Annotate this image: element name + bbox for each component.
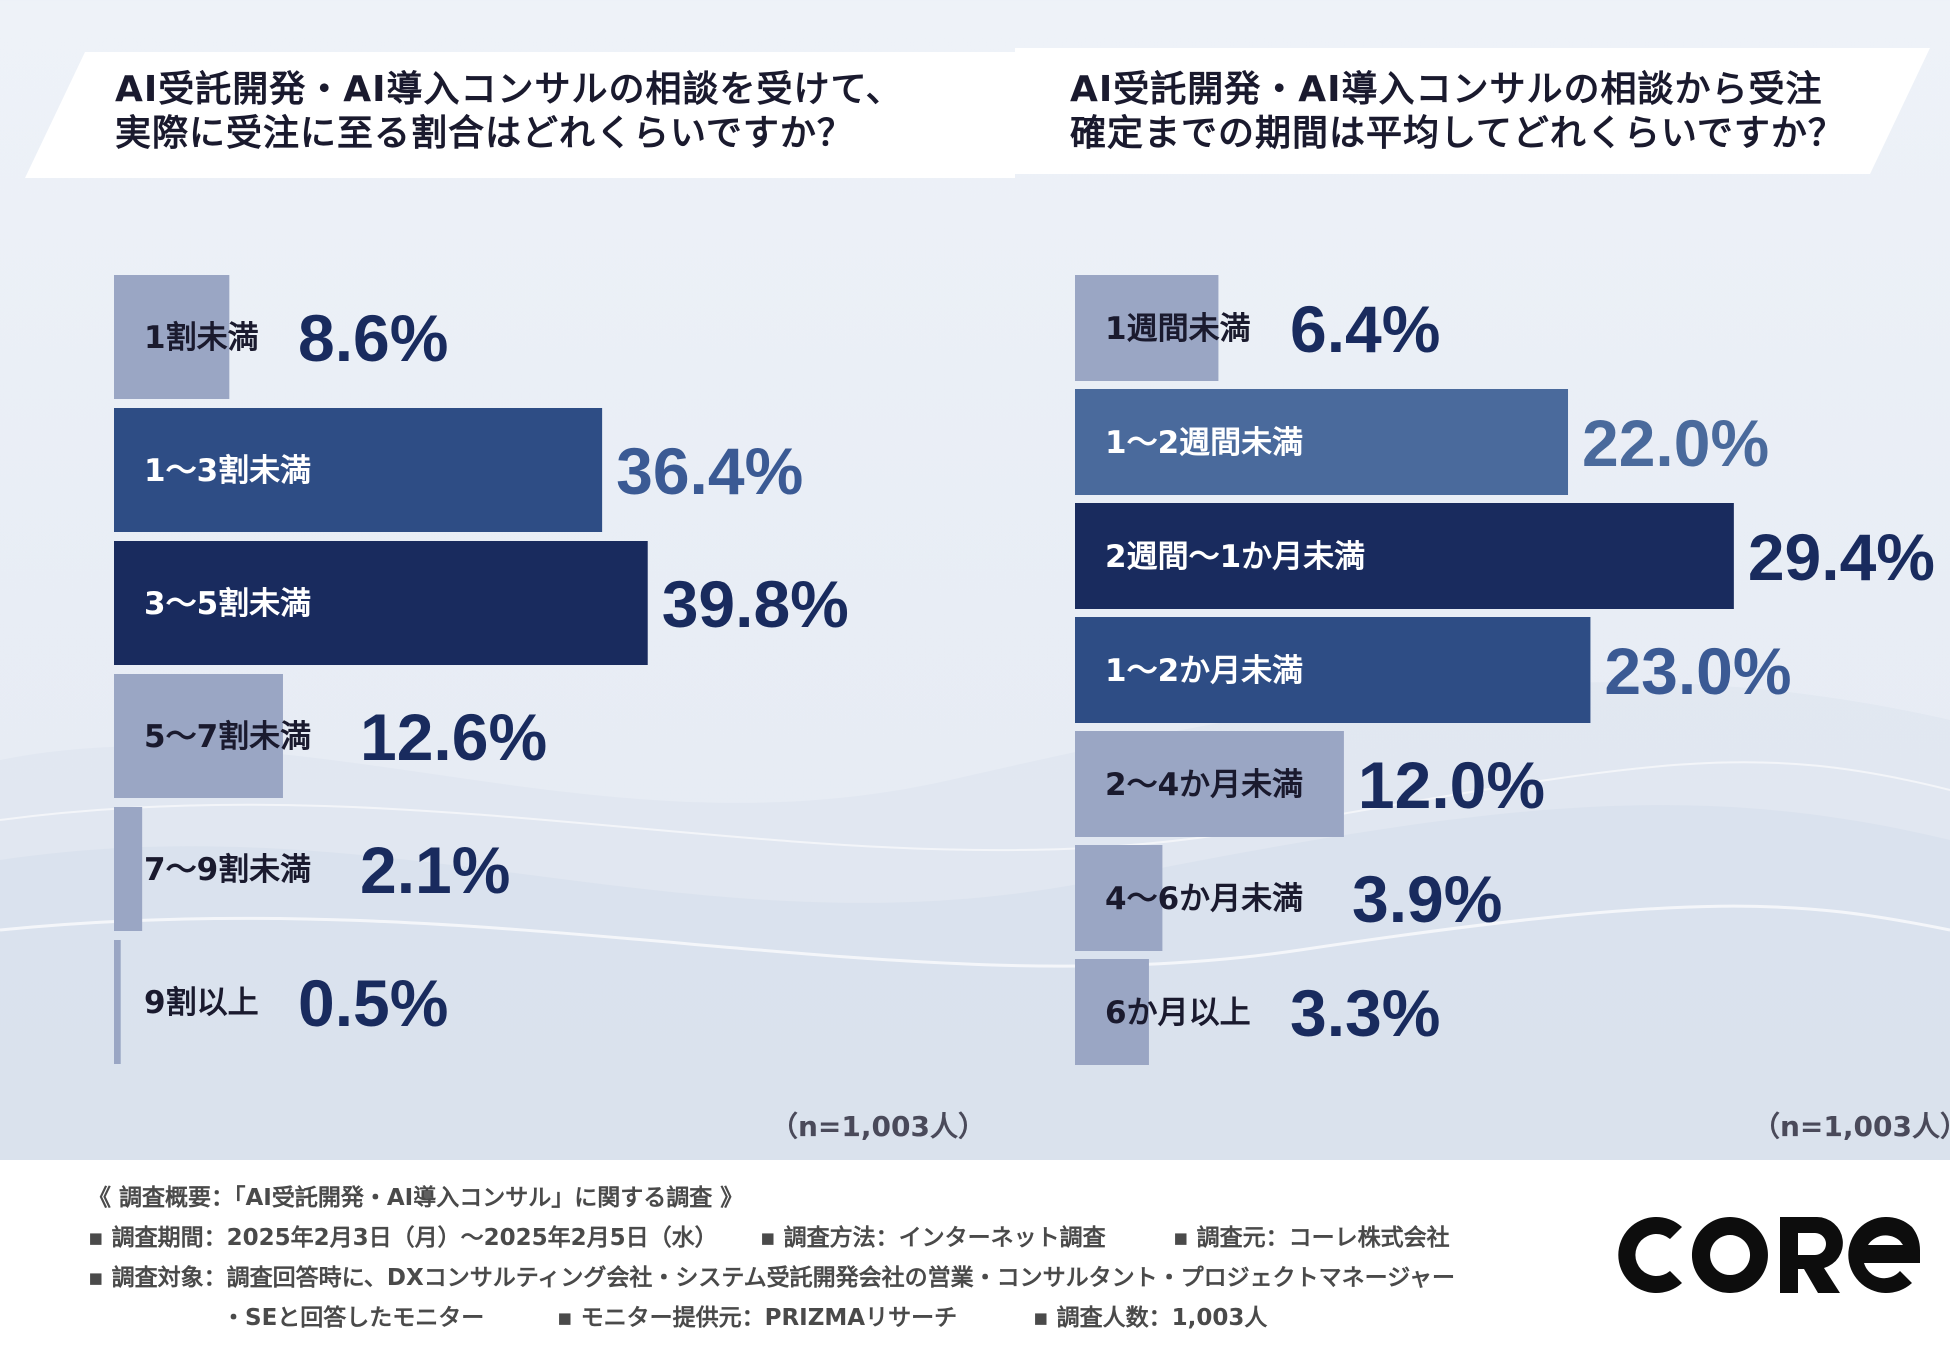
bar-category-label: 1〜3割未満	[144, 453, 311, 489]
right-title-line1: AI受託開発・AI導入コンサルの相談から受注	[1070, 69, 1823, 110]
survey-provider: ▪ モニター提供元：PRIZMAリサーチ	[557, 1305, 958, 1331]
bar-value-label: 12.6%	[360, 700, 547, 774]
left-title-banner	[25, 52, 1015, 178]
right-chart-title: AI受託開発・AI導入コンサルの相談から受注 確定までの期間は平均してどれくらい…	[1070, 68, 1845, 156]
bar-value-label: 8.6%	[298, 301, 448, 375]
core-logo	[1618, 1217, 1921, 1293]
bar-category-label: 3〜5割未満	[144, 586, 311, 622]
bar-value-label: 3.3%	[1290, 976, 1440, 1050]
bar-3	[1075, 617, 1591, 723]
bar-1	[114, 408, 603, 532]
bar-value-label: 36.4%	[616, 434, 803, 508]
bar-value-label: 2.1%	[360, 833, 510, 907]
bar-category-label: 2〜4か月未満	[1105, 767, 1303, 803]
left-sample-size: （n=1,003人）	[770, 1110, 986, 1143]
bar-value-label: 3.9%	[1352, 862, 1502, 936]
background-wave	[0, 682, 1950, 1160]
bar-value-label: 12.0%	[1358, 748, 1545, 822]
bar-3	[114, 674, 283, 798]
survey-period: ▪ 調査期間：2025年2月3日（月）〜2025年2月5日（水）	[88, 1225, 718, 1251]
left-title-line2: 実際に受注に至る割合はどれくらいですか？	[115, 113, 854, 154]
survey-target-continued: ・SEと回答したモニター	[222, 1305, 485, 1331]
bar-1	[1075, 389, 1569, 495]
left-title-line1: AI受託開発・AI導入コンサルの相談を受けて、	[115, 69, 903, 110]
bar-2	[114, 541, 648, 665]
bar-5	[114, 940, 121, 1064]
survey-method: ▪ 調査方法：インターネット調査	[760, 1225, 1106, 1251]
bar-0	[1075, 275, 1219, 381]
bar-value-label: 0.5%	[298, 966, 448, 1040]
bar-6	[1075, 959, 1149, 1065]
bar-0	[114, 275, 230, 399]
bar-category-label: 6か月以上	[1105, 995, 1251, 1031]
bar-2	[1075, 503, 1734, 609]
bar-category-label: 1〜2週間未満	[1105, 425, 1303, 461]
bar-value-label: 6.4%	[1290, 292, 1440, 366]
bar-category-label: 2週間〜1か月未満	[1105, 539, 1365, 575]
left-bar-chart: 1割未満 8.6% 1〜3割未満 36.4% 3〜5割未満 39.8% 5〜7割未満 12.6…	[114, 275, 849, 1064]
bar-4	[114, 807, 143, 931]
bar-value-label: 23.0%	[1604, 634, 1791, 708]
bar-category-label: 4〜6か月未満	[1105, 881, 1303, 917]
survey-heading: 《 調査概要：「AI受託開発・AI導入コンサル」に関する調査 》	[88, 1185, 744, 1211]
bar-value-label: 22.0%	[1582, 406, 1769, 480]
bar-category-label: 1週間未満	[1105, 311, 1251, 347]
left-chart-title: AI受託開発・AI導入コンサルの相談を受けて、 実際に受注に至る割合はどれくらい…	[115, 68, 903, 156]
bar-4	[1075, 731, 1344, 837]
survey-count: ▪ 調査人数：1,003人	[1033, 1305, 1268, 1331]
bar-category-label: 1割未満	[144, 320, 259, 356]
right-title-banner	[1015, 48, 1930, 174]
bar-category-label: 1〜2か月未満	[1105, 653, 1303, 689]
bar-5	[1075, 845, 1163, 951]
bar-value-label: 29.4%	[1748, 520, 1935, 594]
bar-category-label: 9割以上	[144, 985, 259, 1021]
survey-source: ▪ 調査元：コーレ株式会社	[1173, 1225, 1450, 1251]
survey-target: ▪ 調査対象：調査回答時に、DXコンサルティング会社・システム受託開発会社の営業…	[88, 1265, 1456, 1291]
bar-category-label: 5〜7割未満	[144, 719, 311, 755]
right-bar-chart: 1週間未満 6.4% 1〜2週間未満 22.0% 2週間〜1か月未満 29.4% 1〜2か月…	[1075, 275, 1935, 1065]
bar-category-label: 7〜9割未満	[144, 852, 311, 888]
right-title-line2: 確定までの期間は平均してどれくらいですか？	[1070, 113, 1845, 154]
right-sample-size: （n=1,003人）	[1752, 1110, 1950, 1143]
bar-value-label: 39.8%	[662, 567, 849, 641]
